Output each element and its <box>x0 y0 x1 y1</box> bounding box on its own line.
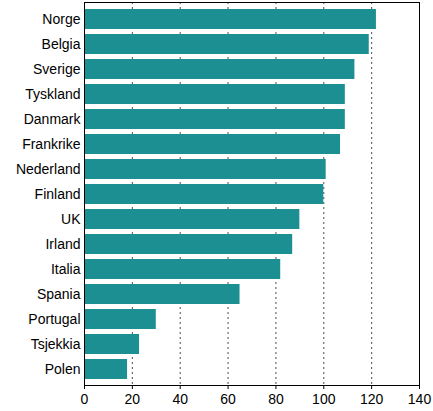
svg-text:100: 100 <box>312 391 336 407</box>
svg-text:20: 20 <box>125 391 141 407</box>
svg-text:0: 0 <box>81 391 89 407</box>
svg-text:Nederland: Nederland <box>16 161 81 177</box>
svg-text:Portugal: Portugal <box>28 311 80 327</box>
svg-text:Finland: Finland <box>35 186 81 202</box>
svg-text:140: 140 <box>408 391 432 407</box>
svg-text:40: 40 <box>172 391 188 407</box>
svg-text:120: 120 <box>360 391 384 407</box>
svg-text:Polen: Polen <box>45 361 81 377</box>
svg-text:Tyskland: Tyskland <box>25 86 80 102</box>
svg-text:Sverige: Sverige <box>33 61 81 77</box>
svg-text:Frankrike: Frankrike <box>22 136 81 152</box>
svg-text:Danmark: Danmark <box>24 111 82 127</box>
svg-text:Belgia: Belgia <box>42 36 81 52</box>
svg-text:80: 80 <box>268 391 284 407</box>
svg-text:Irland: Irland <box>45 236 80 252</box>
svg-text:60: 60 <box>220 391 236 407</box>
svg-text:UK: UK <box>61 211 81 227</box>
svg-text:Spania: Spania <box>37 286 81 302</box>
svg-text:Norge: Norge <box>42 11 80 27</box>
svg-text:Italia: Italia <box>51 261 81 277</box>
svg-text:Tsjekkia: Tsjekkia <box>31 336 81 352</box>
